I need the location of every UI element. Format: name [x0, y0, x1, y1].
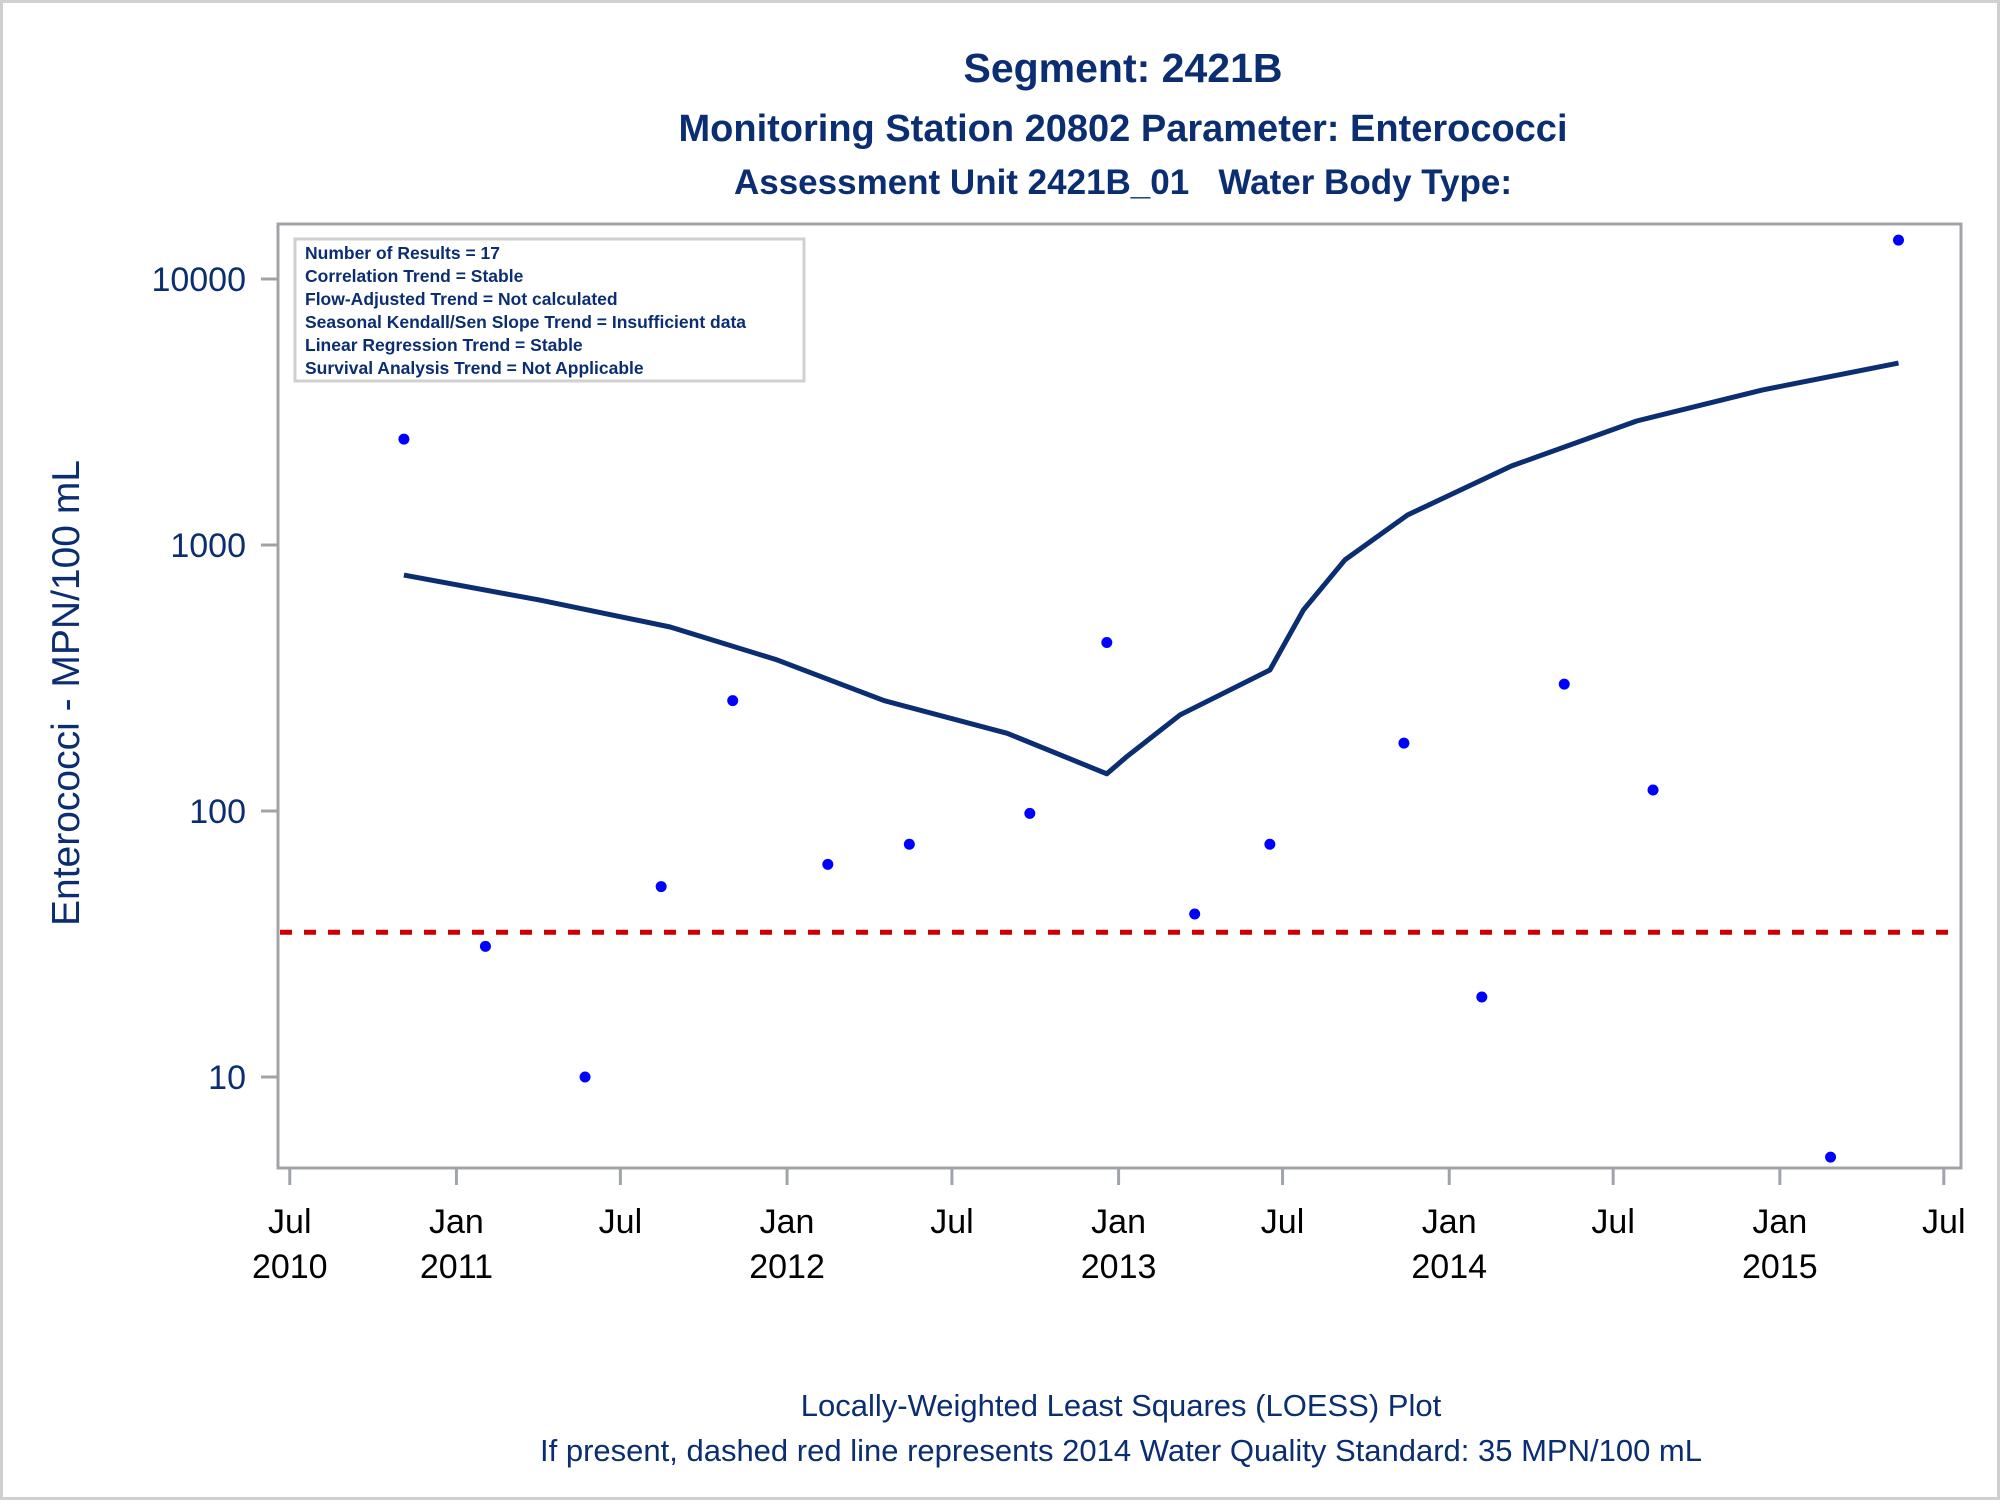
- data-point: [1024, 807, 1036, 819]
- y-axis: 10 100 1000 10000: [151, 261, 278, 1097]
- data-points: [398, 234, 1904, 1163]
- x-tick-label-month: Jan: [429, 1203, 484, 1241]
- x-tick-label-month: Jan: [760, 1203, 815, 1241]
- x-axis: Jul 2010 Jan 2011 Jul Jan 2012 Jul Jan 2013 Jul Jan…: [252, 1168, 1966, 1286]
- chart-title: Segment: 2421B: [963, 45, 1282, 91]
- x-tick-label-year: 2012: [749, 1248, 825, 1286]
- data-point: [903, 838, 915, 850]
- data-point: [1398, 737, 1410, 749]
- data-point: [479, 940, 491, 952]
- data-point: [1264, 838, 1276, 850]
- x-tick-label-year: 2015: [1742, 1248, 1818, 1286]
- x-tick-label-month: Jul: [930, 1203, 973, 1241]
- data-point: [1558, 678, 1570, 690]
- data-point: [579, 1071, 591, 1083]
- data-point: [1825, 1151, 1837, 1163]
- stat-correlation-trend: Correlation Trend = Stable: [305, 266, 524, 286]
- data-point: [1892, 234, 1904, 246]
- data-point: [1476, 991, 1488, 1003]
- stat-flow-adjusted-trend: Flow-Adjusted Trend = Not calculated: [305, 289, 618, 309]
- footnote-standard: If present, dashed red line represents 2…: [540, 1433, 1702, 1468]
- loess-curve: [403, 360, 1899, 777]
- x-tick-label-month: Jan: [1091, 1203, 1146, 1241]
- x-tick-label-month: Jan: [1422, 1203, 1477, 1241]
- x-tick-label-month: Jul: [1922, 1203, 1965, 1241]
- stat-linear-regression-trend: Linear Regression Trend = Stable: [305, 335, 583, 355]
- data-point: [1189, 908, 1201, 920]
- stats-box-frame: [293, 237, 806, 383]
- stat-survival-analysis-trend: Survival Analysis Trend = Not Applicable: [305, 358, 644, 378]
- y-tick-label: 10000: [151, 261, 246, 299]
- x-tick-label-year: 2011: [420, 1248, 493, 1286]
- stat-seasonal-kendall-trend: Seasonal Kendall/Sen Slope Trend = Insuf…: [305, 312, 746, 332]
- loess-chart: Segment: 2421B Monitoring Station 20802 …: [45, 45, 1966, 1468]
- x-tick-label-month: Jul: [1261, 1203, 1304, 1241]
- x-tick-label-year: 2013: [1081, 1248, 1157, 1286]
- x-tick-label-month: Jan: [1752, 1203, 1807, 1241]
- x-tick-label-month: Jul: [268, 1203, 311, 1241]
- y-axis-label: Enterococci - MPN/100 mL: [45, 460, 88, 926]
- data-point: [727, 695, 739, 707]
- data-point: [398, 433, 410, 445]
- chart-subtitle-2: Assessment Unit 2421B_01 Water Body Type…: [734, 163, 1512, 202]
- y-tick-label: 100: [189, 793, 246, 831]
- y-tick-label: 10: [208, 1059, 246, 1097]
- stat-number-of-results: Number of Results = 17: [305, 243, 500, 263]
- footnote-loess: Locally-Weighted Least Squares (LOESS) P…: [801, 1388, 1442, 1423]
- chart-subtitle: Monitoring Station 20802 Parameter: Ente…: [678, 108, 1567, 150]
- data-point: [1647, 784, 1659, 796]
- x-tick-label-month: Jul: [1591, 1203, 1634, 1241]
- data-point: [655, 881, 667, 893]
- data-point: [1101, 637, 1113, 649]
- x-tick-label-month: Jul: [599, 1203, 642, 1241]
- y-tick-label: 1000: [170, 527, 246, 565]
- x-tick-label-year: 2014: [1411, 1248, 1487, 1286]
- stats-box: Number of Results = 17 Correlation Trend…: [293, 237, 806, 383]
- x-tick-label-year: 2010: [252, 1248, 328, 1286]
- data-point: [822, 858, 834, 870]
